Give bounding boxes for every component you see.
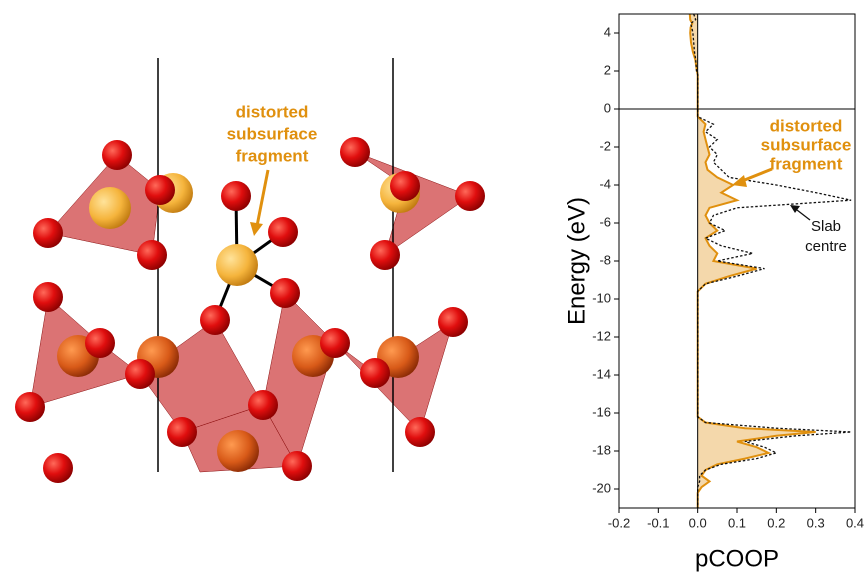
y-tick-label: -6 xyxy=(599,214,611,229)
y-tick-label: 4 xyxy=(604,24,611,39)
y-tick-label: -2 xyxy=(599,138,611,153)
x-tick-label: -0.2 xyxy=(608,515,630,530)
figure: distorted subsurface fragment Energy (eV… xyxy=(0,0,867,577)
x-tick-label: 0.3 xyxy=(807,515,825,530)
y-tick-label: -10 xyxy=(592,290,611,305)
annotations: distorted subsurface fragment Slab centr… xyxy=(732,116,851,254)
annotation: Slab xyxy=(811,218,841,235)
structure-annotation: distorted xyxy=(236,102,309,121)
y-axis-label: Energy (eV) xyxy=(563,197,590,325)
annotation: centre xyxy=(805,238,847,255)
x-axis-label: pCOOP xyxy=(695,545,779,572)
y-tick-label: 2 xyxy=(604,62,611,77)
structure-annotation: subsurface xyxy=(227,124,318,143)
x-tick-label: 0.1 xyxy=(728,515,746,530)
arrow-head xyxy=(250,222,263,236)
arrow xyxy=(257,170,268,226)
y-tick-label: -14 xyxy=(592,366,611,381)
arrow-head xyxy=(732,175,747,187)
y-tick-label: 0 xyxy=(604,100,611,115)
y-tick-label: -4 xyxy=(599,176,611,191)
plot: 4 2 0 -2 -4 -6 -8 -10 -12 -14 -16 -18 -20 -0.2 -0.1 0.0… xyxy=(592,14,864,530)
y-tick-label: -16 xyxy=(592,404,611,419)
annotation: subsurface xyxy=(761,135,852,154)
arrow xyxy=(797,210,810,220)
crystal-structure: distorted subsurface fragment xyxy=(15,58,485,483)
x-tick-label: 0.0 xyxy=(689,515,707,530)
x-tick-label: 0.4 xyxy=(846,515,864,530)
y-tick-label: -8 xyxy=(599,252,611,267)
y-tick-label: -18 xyxy=(592,442,611,457)
y-tick-label: -12 xyxy=(592,328,611,343)
x-tick-label: 0.2 xyxy=(767,515,785,530)
annotation: distorted xyxy=(770,116,843,135)
annotation: fragment xyxy=(770,154,843,173)
arrow xyxy=(742,169,772,181)
y-tick-label: -20 xyxy=(592,480,611,495)
structure-annotation: fragment xyxy=(236,146,309,165)
x-tick-label: -0.1 xyxy=(647,515,669,530)
